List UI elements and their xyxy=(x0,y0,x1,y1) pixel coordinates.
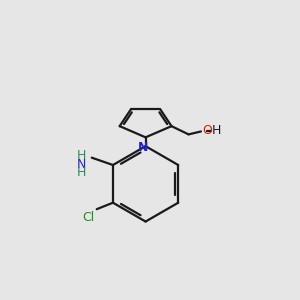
Text: N: N xyxy=(138,141,148,154)
Text: Cl: Cl xyxy=(83,211,95,224)
Text: H: H xyxy=(212,124,221,137)
Text: H: H xyxy=(77,167,86,179)
Text: H: H xyxy=(77,149,86,162)
Text: O: O xyxy=(202,124,212,137)
Text: N: N xyxy=(77,158,86,171)
